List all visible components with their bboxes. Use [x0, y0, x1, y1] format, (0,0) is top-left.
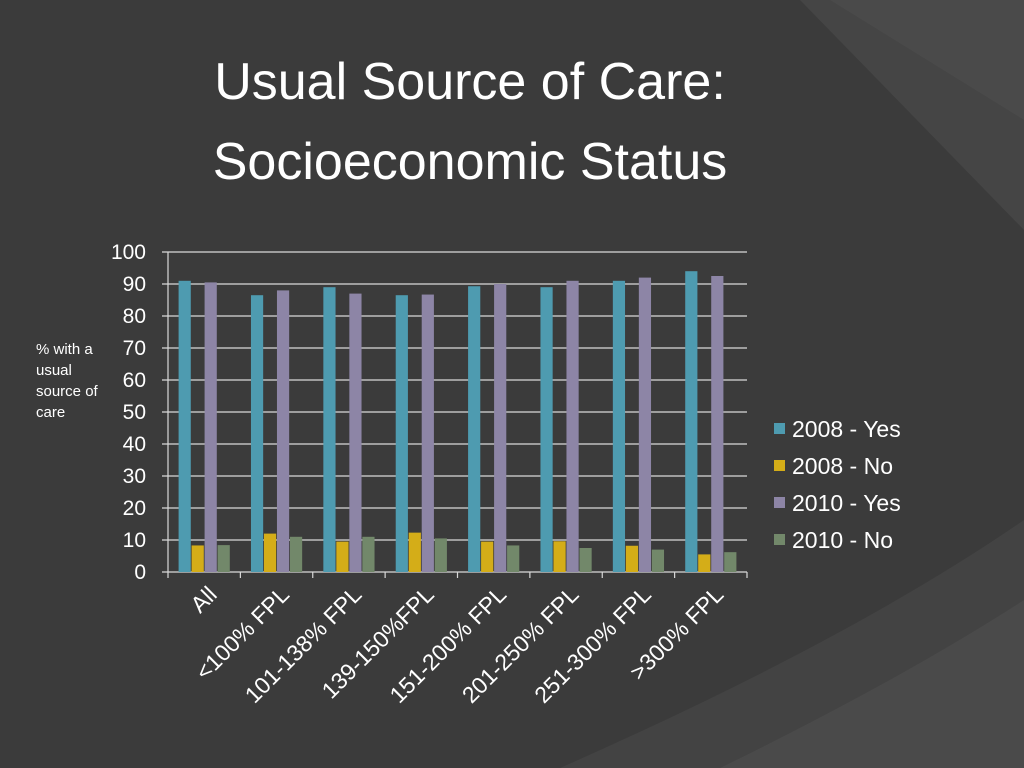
bar [724, 552, 737, 572]
legend-label: 2010 - Yes [792, 490, 901, 516]
bar [553, 541, 566, 572]
bar [540, 287, 553, 572]
y-tick-label: 70 [123, 337, 146, 360]
bar [421, 294, 434, 572]
bar [612, 280, 626, 572]
y-tick-label: 40 [123, 433, 146, 456]
bar [323, 287, 336, 572]
y-tick-label: 60 [123, 369, 146, 392]
legend-label: 2008 - No [792, 453, 893, 479]
bar [408, 532, 421, 572]
legend-label: 2008 - Yes [792, 416, 901, 442]
bar [468, 286, 481, 572]
bar [204, 282, 217, 572]
y-tick-label: 10 [123, 529, 146, 552]
bar [217, 545, 230, 572]
slide-title-line-1: Usual Source of Care: [214, 53, 726, 111]
bar [481, 541, 494, 572]
bar [178, 280, 191, 572]
y-tick-label: 100 [111, 241, 146, 264]
bar [276, 290, 290, 572]
y-tick-label: 30 [123, 465, 146, 488]
legend-swatch [774, 534, 785, 545]
bar [349, 293, 362, 572]
bar [395, 295, 408, 572]
y-axis-label: % with a usual source of care [36, 341, 98, 421]
bar [507, 545, 520, 572]
bar [651, 549, 665, 572]
bar [362, 536, 375, 572]
slide-title-line-2: Socioeconomic Status [212, 133, 728, 191]
bar [579, 548, 592, 572]
bar [638, 277, 652, 572]
bar [711, 276, 724, 572]
bar [250, 295, 264, 572]
bar [494, 284, 507, 572]
bar [434, 538, 447, 572]
bar [289, 536, 303, 572]
y-tick-label: 20 [123, 497, 146, 520]
y-tick-label: 50 [123, 401, 146, 424]
legend-swatch [774, 423, 785, 434]
bar [191, 545, 204, 572]
legend-swatch [774, 497, 785, 508]
y-tick-label: 90 [123, 273, 146, 296]
bar [566, 280, 579, 572]
bar [685, 271, 698, 572]
bar [336, 541, 349, 572]
y-tick-label: 0 [134, 561, 146, 584]
y-tick-label: 80 [123, 305, 146, 328]
bar [698, 554, 711, 572]
bar [263, 533, 277, 572]
legend-swatch [774, 460, 785, 471]
x-category-label: All [185, 581, 221, 617]
bar [625, 545, 639, 572]
legend-label: 2010 - No [792, 527, 893, 553]
